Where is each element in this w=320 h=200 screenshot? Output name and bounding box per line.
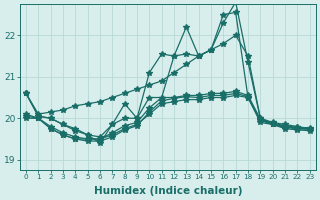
- X-axis label: Humidex (Indice chaleur): Humidex (Indice chaleur): [93, 186, 242, 196]
